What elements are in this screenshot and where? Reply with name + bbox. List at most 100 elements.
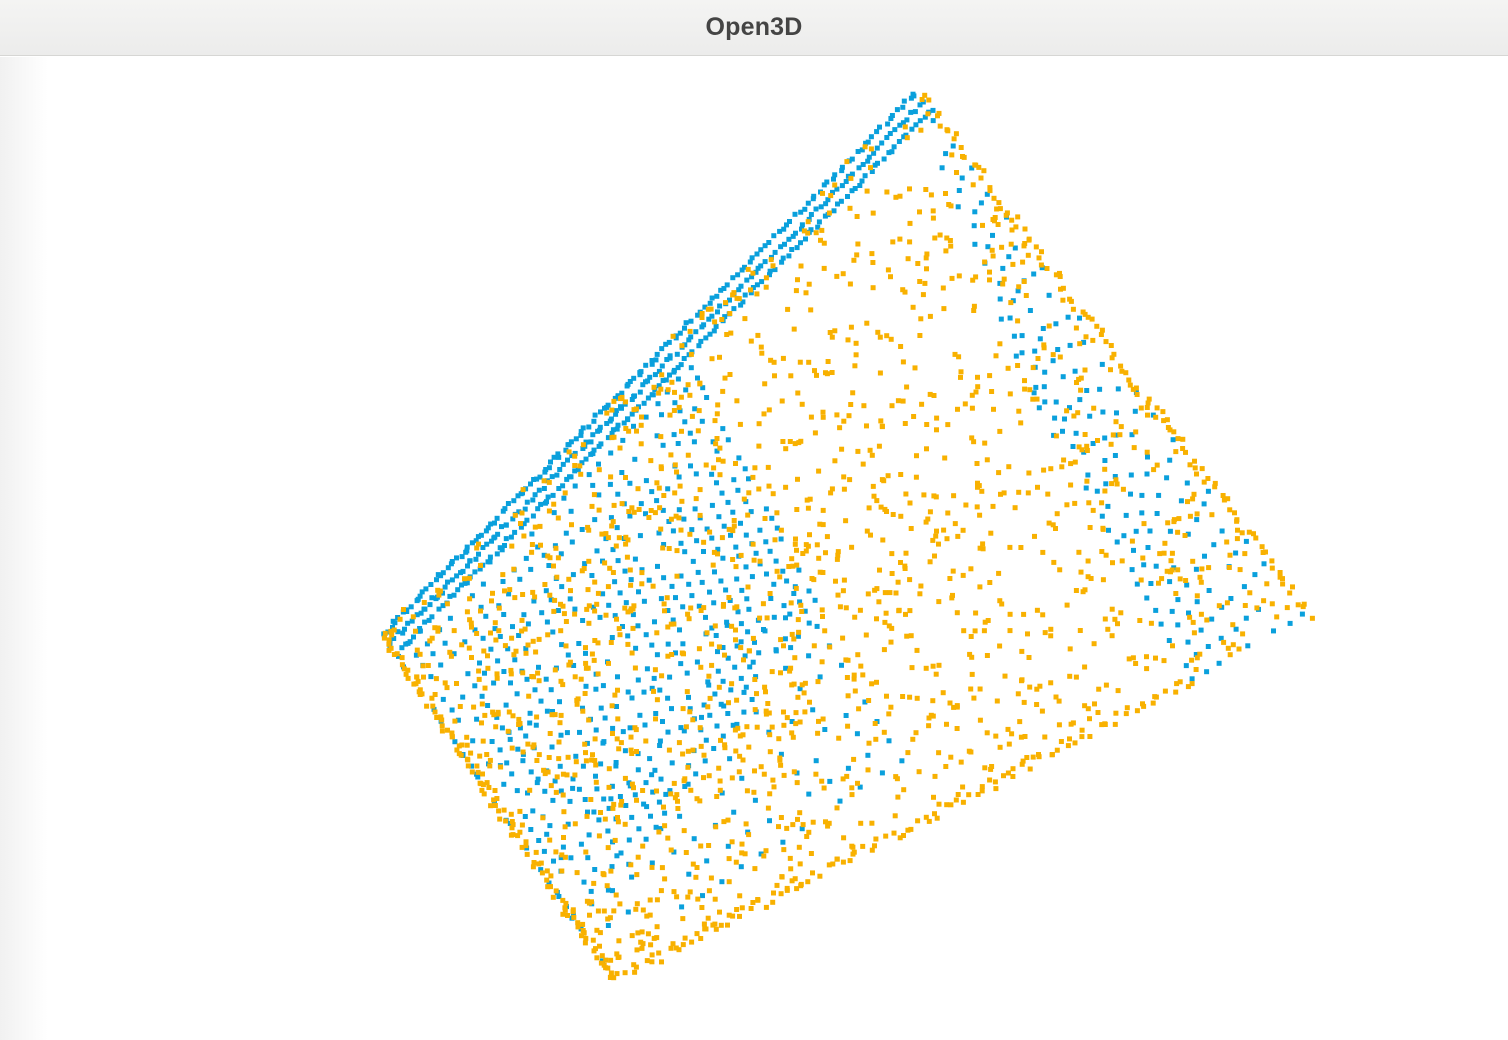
target-point bbox=[593, 773, 598, 779]
target-point bbox=[913, 122, 919, 128]
target-point bbox=[608, 515, 614, 521]
source-point bbox=[451, 628, 457, 634]
target-point bbox=[758, 247, 764, 253]
source-point bbox=[1088, 576, 1094, 581]
target-point bbox=[514, 691, 520, 697]
target-point bbox=[623, 600, 629, 606]
source-point bbox=[1058, 286, 1063, 292]
target-point bbox=[445, 565, 451, 571]
source-point bbox=[1073, 588, 1079, 593]
target-point bbox=[771, 614, 777, 620]
source-point bbox=[901, 833, 906, 838]
source-point bbox=[1082, 664, 1088, 670]
source-point bbox=[909, 665, 915, 671]
source-point bbox=[823, 819, 828, 825]
source-point bbox=[1133, 429, 1139, 435]
source-point bbox=[1206, 565, 1212, 571]
target-point bbox=[1100, 409, 1106, 415]
target-point bbox=[1206, 588, 1212, 593]
source-point bbox=[1164, 568, 1170, 574]
source-point bbox=[615, 687, 620, 693]
source-point bbox=[988, 766, 994, 772]
source-point bbox=[690, 747, 696, 753]
source-point bbox=[421, 674, 426, 680]
source-point bbox=[902, 563, 908, 569]
source-point bbox=[1021, 699, 1027, 705]
target-point bbox=[908, 109, 914, 115]
source-point bbox=[768, 357, 774, 363]
source-point bbox=[765, 464, 771, 470]
source-point bbox=[631, 603, 637, 609]
target-point bbox=[1090, 441, 1096, 446]
target-point bbox=[620, 437, 626, 443]
source-point bbox=[734, 697, 740, 703]
target-point bbox=[849, 171, 855, 177]
source-point bbox=[848, 324, 854, 330]
source-point bbox=[596, 467, 602, 473]
source-point bbox=[546, 508, 552, 514]
target-point bbox=[728, 687, 734, 693]
source-point bbox=[750, 635, 756, 641]
target-point bbox=[852, 186, 858, 191]
source-point bbox=[776, 736, 782, 742]
target-point bbox=[626, 780, 632, 786]
source-point bbox=[1197, 651, 1203, 657]
source-point bbox=[931, 393, 937, 398]
target-point bbox=[627, 725, 633, 731]
target-point bbox=[402, 626, 407, 632]
target-point bbox=[665, 641, 671, 647]
target-point bbox=[673, 650, 678, 656]
target-point bbox=[797, 686, 803, 692]
source-point bbox=[617, 445, 623, 451]
source-point bbox=[977, 545, 983, 551]
target-point bbox=[1128, 491, 1133, 497]
target-point bbox=[1205, 644, 1211, 649]
target-point bbox=[735, 487, 741, 493]
point-cloud-render[interactable] bbox=[0, 57, 1508, 1040]
source-point bbox=[482, 685, 488, 691]
target-point bbox=[1139, 510, 1145, 516]
source-point bbox=[979, 488, 985, 494]
source-point bbox=[849, 792, 855, 798]
source-point bbox=[888, 274, 893, 280]
target-point bbox=[635, 677, 641, 683]
source-point bbox=[733, 564, 739, 570]
source-point bbox=[917, 333, 923, 338]
source-point bbox=[703, 926, 709, 932]
source-point bbox=[1077, 341, 1083, 347]
source-point bbox=[834, 856, 840, 862]
source-point bbox=[661, 493, 667, 498]
target-point bbox=[543, 676, 549, 682]
target-point bbox=[939, 165, 945, 171]
source-point bbox=[689, 939, 695, 945]
title-bar[interactable]: Open3D bbox=[0, 0, 1508, 56]
target-point bbox=[536, 838, 542, 843]
source-point bbox=[990, 217, 996, 222]
source-point bbox=[987, 277, 992, 283]
source-point bbox=[713, 926, 719, 932]
viewport-edge-shade bbox=[0, 57, 48, 1040]
target-point bbox=[653, 711, 659, 716]
source-point bbox=[960, 784, 966, 790]
source-point bbox=[763, 708, 769, 714]
target-point bbox=[808, 212, 814, 217]
source-point bbox=[826, 862, 832, 868]
source-point bbox=[1078, 569, 1084, 575]
source-point bbox=[1026, 470, 1032, 476]
source-point bbox=[712, 896, 718, 902]
source-point bbox=[674, 469, 679, 475]
target-point bbox=[734, 643, 740, 649]
target-point bbox=[783, 615, 788, 621]
source-point bbox=[968, 566, 974, 572]
target-point bbox=[590, 482, 596, 488]
source-point bbox=[601, 962, 607, 968]
source-point bbox=[898, 560, 903, 565]
source-point bbox=[797, 861, 803, 867]
3d-viewport[interactable] bbox=[0, 57, 1508, 1040]
source-point bbox=[997, 643, 1003, 649]
source-point bbox=[974, 461, 980, 466]
source-point bbox=[1053, 526, 1058, 531]
source-point bbox=[717, 787, 723, 793]
source-point bbox=[432, 625, 438, 631]
target-point bbox=[739, 587, 745, 593]
